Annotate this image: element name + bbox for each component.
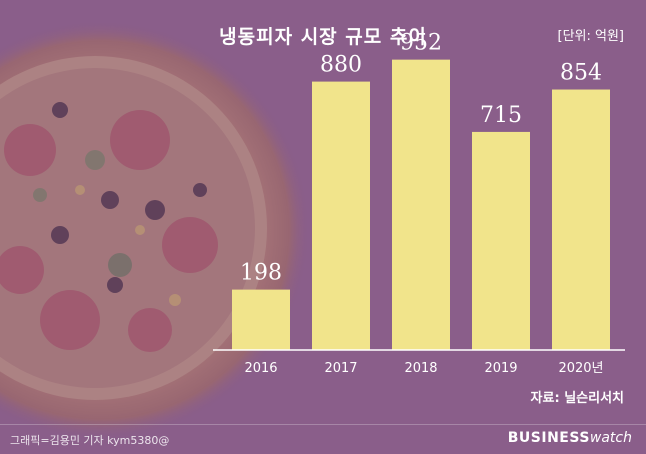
bar-value-label: 715 xyxy=(480,103,522,128)
bar-value-label: 952 xyxy=(400,31,442,56)
bar xyxy=(232,289,290,350)
bar-value-label: 854 xyxy=(560,61,602,86)
unit-label: [단위: 억원] xyxy=(557,29,625,44)
businesswatch-logo: BUSINESSwatch xyxy=(508,430,632,446)
x-tick-label: 2019 xyxy=(484,361,517,376)
bar-value-label: 198 xyxy=(240,261,282,286)
logo-light-text: watch xyxy=(589,430,632,446)
bar xyxy=(552,89,610,350)
chart-title: 냉동피자 시장 규모 추이 xyxy=(219,26,427,48)
x-tick-label: 2018 xyxy=(404,361,437,376)
bar xyxy=(312,81,370,350)
x-tick-label: 2016 xyxy=(244,361,277,376)
logo-bold-text: BUSINESS xyxy=(507,430,590,446)
source-note: 자료: 닐슨리서치 xyxy=(530,391,624,406)
x-tick-label: 2017 xyxy=(324,361,357,376)
bar xyxy=(472,131,530,350)
bar xyxy=(392,59,450,350)
graphic-credit: 그래픽=김용민 기자 kym5380@ xyxy=(10,434,170,447)
footer-divider xyxy=(0,424,646,425)
x-tick-label: 2020년 xyxy=(558,361,603,376)
bar-value-label: 880 xyxy=(320,53,362,78)
